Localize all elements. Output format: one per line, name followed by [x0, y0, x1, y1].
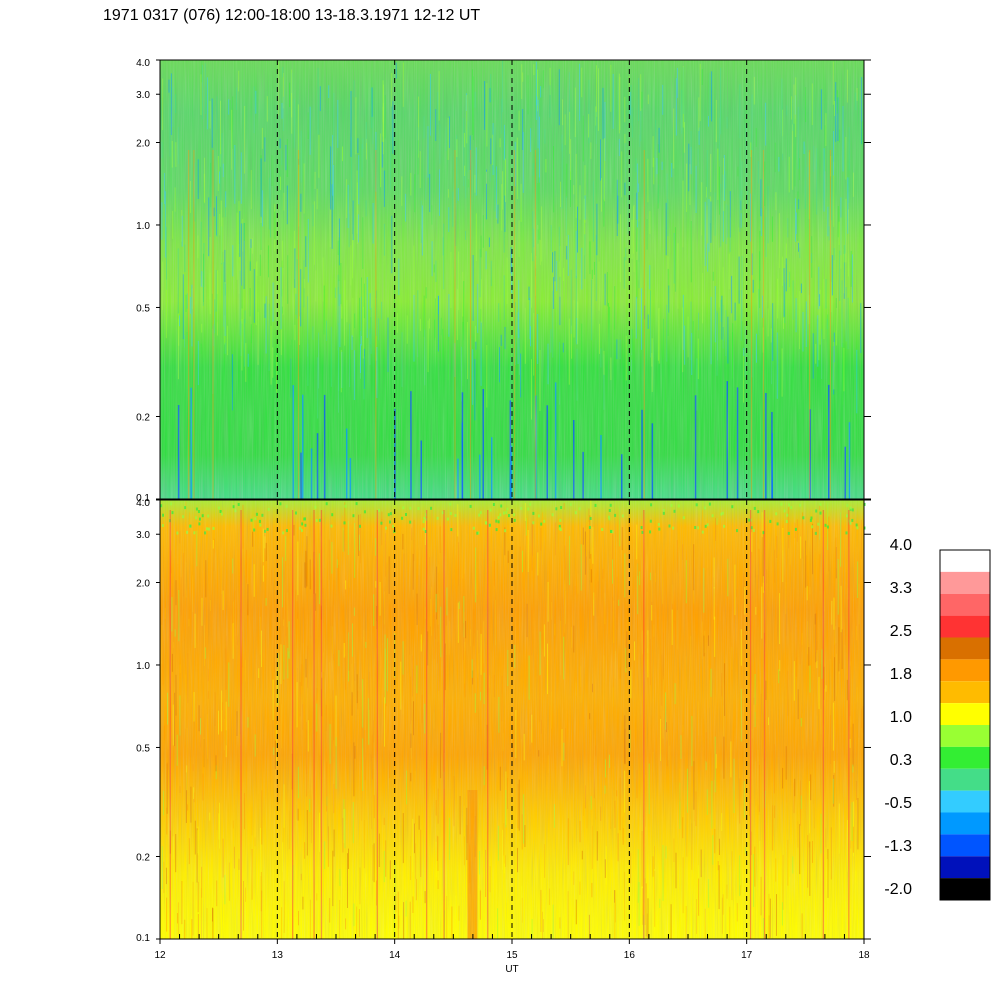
y-tick-label: 3.0: [136, 530, 150, 541]
y-tick-label: 0.5: [136, 743, 150, 754]
x-tick-label: 12: [154, 950, 166, 961]
y-tick-label: 0.2: [136, 413, 150, 424]
colorbar-segment: [940, 790, 990, 813]
colorbar-label: 2.5: [890, 623, 912, 640]
y-tick-label: 1.0: [136, 661, 150, 672]
colorbar-segment: [940, 856, 990, 879]
x-tick-label: 16: [624, 950, 636, 961]
y-tick-label: 0.1: [136, 493, 150, 504]
colorbar-segment: [940, 878, 990, 900]
x-axis: 12 13 14 15 16 17 18: [154, 934, 870, 961]
colorbar-label: 1.0: [890, 709, 912, 726]
colorbar-segment: [940, 703, 990, 725]
y-tick-label: 0.1: [136, 933, 150, 944]
speckle-bottom-top: [863, 502, 866, 506]
hour-dashed-lines: [276, 60, 748, 939]
colorbar-segment: [940, 659, 990, 682]
x-axis-label: UT: [505, 964, 518, 975]
colorbar-label: 0.3: [890, 752, 912, 769]
y-tick-label: 4.0: [136, 498, 150, 509]
colorbar-segment: [940, 812, 990, 835]
colorbar-segment: [940, 571, 990, 594]
colorbar-label: 4.0: [890, 537, 912, 554]
y-tick-label: 2.0: [136, 578, 150, 589]
colorbar-segment: [940, 746, 990, 769]
colorbar-segment: [940, 550, 990, 572]
x-tick-label: 14: [389, 950, 401, 961]
x-tick-label: 13: [272, 950, 284, 961]
colorbar-segment: [940, 593, 990, 616]
y-tick-label: 2.0: [136, 138, 150, 149]
colorbar-label: -1.3: [884, 838, 912, 855]
y-tick-label: 0.2: [136, 853, 150, 864]
y-axis-top: 0.1 0.2 0.5 1.0 2.0 3.0 4.0: [136, 58, 871, 504]
panel-bottom: [160, 500, 866, 939]
colorbar-segment: [940, 768, 990, 791]
colorbar-label: -0.5: [884, 795, 912, 812]
colorbar: 4.0 3.3 2.5 1.8 1.0 0.3 -0.5 -1.3 -2.0: [884, 537, 991, 901]
y-tick-label: 4.0: [136, 58, 150, 69]
y-tick-label: 0.5: [136, 303, 150, 314]
x-tick-label: 15: [506, 950, 518, 961]
chart-title: 1971 0317 (076) 12:00-18:00 13-18.3.1971…: [103, 7, 480, 24]
y-tick-label: 3.0: [136, 90, 150, 101]
x-tick-label: 18: [858, 950, 870, 961]
colorbar-label: 1.8: [890, 666, 912, 683]
colorbar-segment: [940, 637, 990, 660]
colorbar-frame: [939, 549, 991, 901]
colorbar-segment: [940, 615, 990, 638]
colorbar-segment: [940, 834, 990, 857]
colorbar-segment: [940, 725, 990, 747]
colorbar-segment: [940, 681, 990, 704]
colorbar-label: -2.0: [884, 881, 912, 898]
y-axis-bottom: 0.1 0.2 0.5 1.0 2.0 3.0 4.0: [136, 498, 871, 944]
y-tick-label: 1.0: [136, 221, 150, 232]
panel-top-frame: [159, 59, 865, 500]
x-tick-label: 17: [741, 950, 753, 961]
colorbar-label: 3.3: [890, 580, 912, 597]
